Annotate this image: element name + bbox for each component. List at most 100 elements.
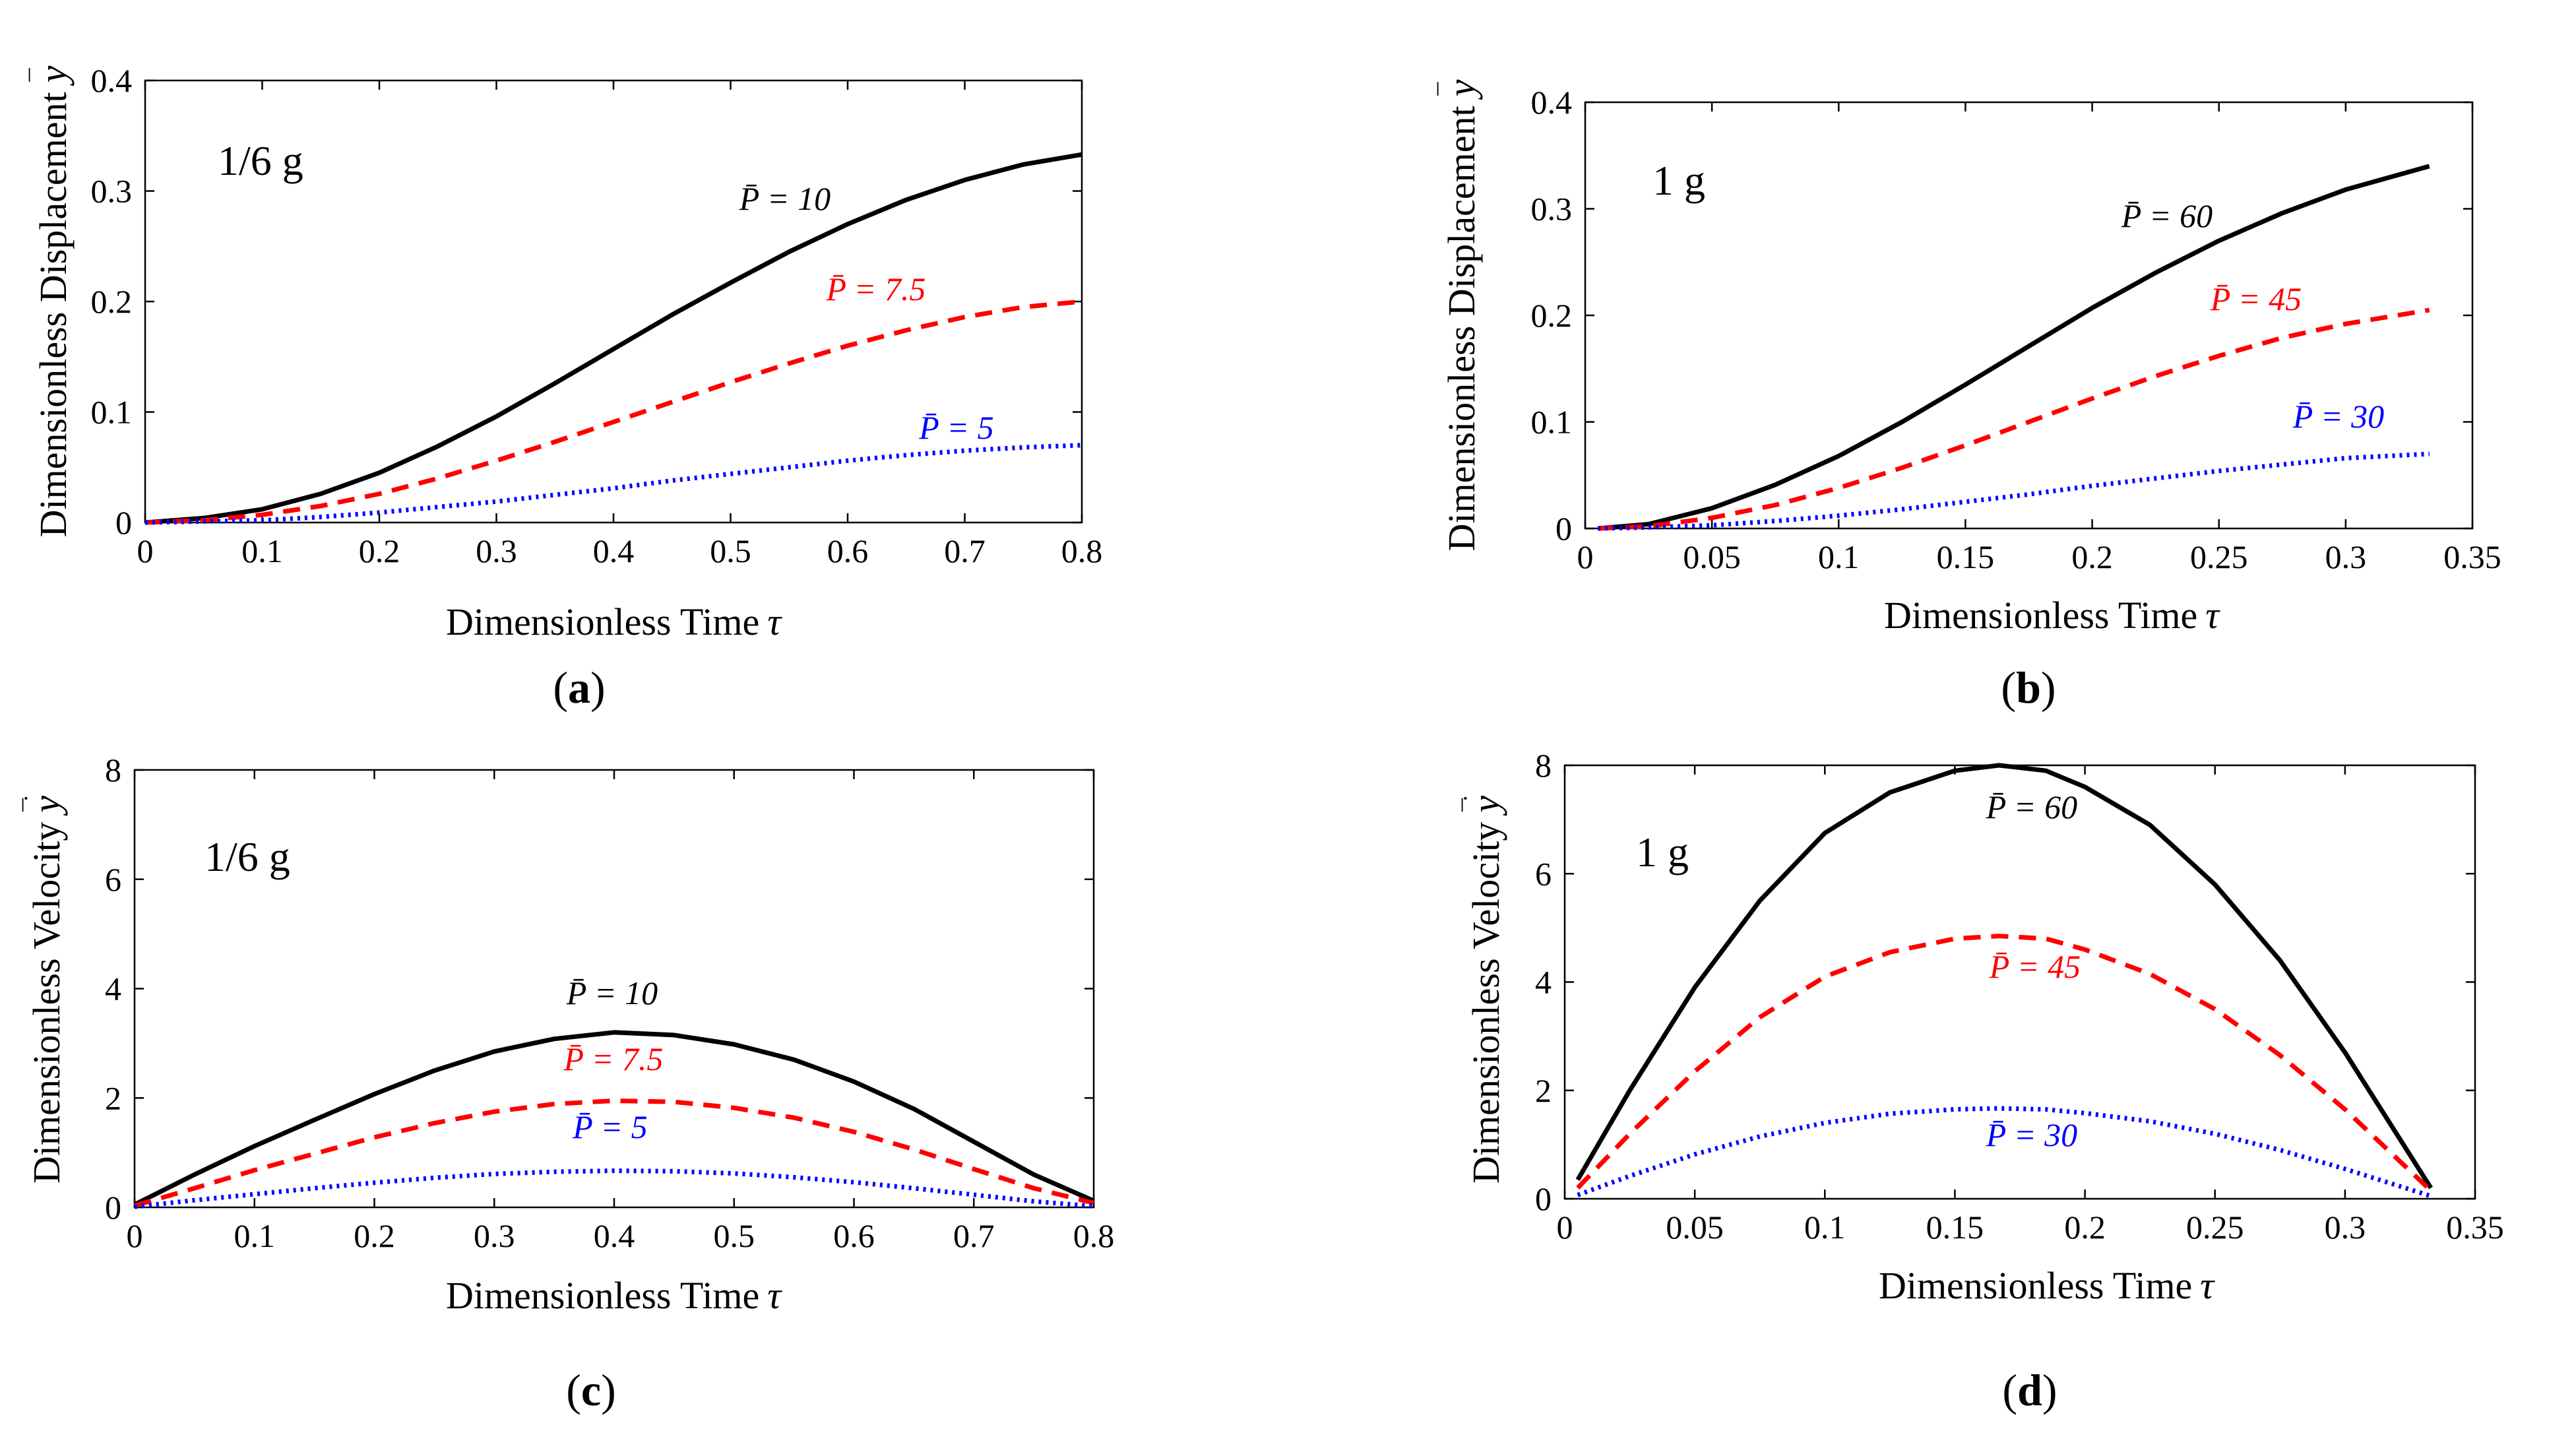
series-label: P̄ = 45 [2210,280,2302,317]
series-line-solid [1597,164,2430,531]
x-tick-label: 0.8 [1061,532,1103,569]
series-line-dotted [144,443,1083,525]
caption-open-paren: ( [553,662,568,713]
series-line-dashed [144,299,1083,525]
y-tick-label: 4 [1535,964,1552,1001]
caption-close-paren: ) [2041,662,2056,713]
y-axis-symbol: y [25,796,68,816]
series-label: P̄ = 60 [1986,788,2077,825]
series-line-solid [133,1030,1095,1207]
panel-caption: (a) [553,662,605,713]
panel-a: 0 0.1 0.2 0.3 0.4 0.5 0.6 0.7 0.8 0 0.1 0.2 0.3 0.4 P̄… [25,62,1102,713]
y-axis-accent: ¯ [1433,82,1463,96]
x-tick-label: 0.1 [1804,1209,1846,1246]
panel-b: 0 0.05 0.1 0.15 0.2 0.25 0.3 0.35 0 0.1 0.2 0.3 0.4 P… [1433,79,2501,713]
caption-letter: a [568,662,590,713]
y-axis-accent: ¯̇ [1458,796,1488,812]
series-label: P̄ = 7.5 [563,1040,664,1077]
y-tick-label: 0.3 [1531,191,1573,228]
y-tick-label: 8 [1535,747,1552,784]
x-axis-symbol: τ [2205,594,2220,637]
gravity-label: 1 g [1652,157,1705,204]
y-tick-label: 8 [105,751,121,788]
x-axis-label: Dimensionless Time τ [1884,594,2220,637]
y-tick-label: 0.2 [91,283,133,320]
x-tick-label: 0.6 [833,1217,875,1254]
y-tick-label: 0 [115,504,132,541]
y-axis-label: Dimensionless Displacement y¯ [1433,79,1483,551]
x-tick-label: 0.1 [234,1217,276,1254]
series-line-solid [144,152,1083,525]
caption-open-paren: ( [566,1365,581,1415]
y-axis-symbol: y [1464,796,1507,816]
caption-letter: c [581,1365,601,1415]
x-tick-label: 0.7 [944,532,986,569]
y-tick-label: 0 [1555,510,1572,547]
x-axis-label: Dimensionless Time τ [446,600,782,643]
y-axis-label: Dimensionless Displacement y¯ [25,65,75,537]
x-tick-label: 0.2 [354,1217,395,1254]
series-line-dotted [1577,1106,2432,1199]
y-axis-accent: ¯̇ [18,796,48,812]
x-axis-label: Dimensionless Time τ [1879,1264,2215,1307]
series-line-dashed [1576,934,2433,1193]
panel-caption: (d) [2002,1365,2057,1415]
y-axis-title: Dimensionless Displacement [1440,106,1483,551]
x-tick-label: 0.4 [594,1217,635,1254]
y-tick-label: 6 [1535,855,1552,892]
caption-close-paren: ) [2042,1365,2058,1415]
panel-d: 0 0.05 0.1 0.15 0.2 0.25 0.3 0.35 0 2 4 6 8 P̄ = 60 P̄… [1458,747,2504,1415]
caption-close-paren: ) [590,662,606,713]
x-tick-label: 0.15 [1937,538,1995,575]
x-tick-label: 0.2 [2064,1209,2106,1246]
y-axis-label: Dimensionless Velocity y¯̇ [18,796,68,1184]
y-tick-label: 0.2 [1531,297,1573,334]
series-line-dashed [134,1098,1094,1208]
caption-letter: b [2016,662,2041,713]
x-axis-title: Dimensionless Time [1879,1264,2192,1307]
gravity-label: 1 g [1636,829,1689,875]
panel-c: 0 0.1 0.2 0.3 0.4 0.5 0.6 0.7 0.8 0 2 4 6 8 P̄ = 10 P̄ … [18,751,1114,1415]
x-tick-label: 0.5 [714,1217,755,1254]
x-tick-label: 0.6 [827,532,869,569]
series-label: P̄ = 30 [2292,398,2384,435]
x-tick-label: 0.25 [2190,538,2248,575]
y-axis-label: Dimensionless Velocity y¯̇ [1458,796,1507,1184]
x-tick-label: 0.1 [1818,538,1860,575]
y-axis-title: Dimensionless Displacement [32,92,75,537]
x-axis-title: Dimensionless Time [446,600,759,643]
x-tick-label: 0.05 [1666,1209,1724,1246]
x-tick-label: 0.4 [593,532,635,569]
x-tick-label: 0.15 [1926,1209,1984,1246]
x-axis-symbol: τ [767,600,782,643]
gravity-label: 1/6 g [218,137,303,184]
gravity-label: 1/6 g [204,833,290,880]
y-tick-label: 2 [105,1079,121,1116]
series-label: P̄ = 10 [739,180,831,217]
series-line-dashed [1598,307,2430,531]
y-axis-accent: ¯ [25,68,55,82]
x-tick-label: 0 [137,532,154,569]
x-tick-label: 0.35 [2446,1209,2504,1246]
y-tick-label: 0.4 [1531,84,1573,121]
caption-open-paren: ( [2002,1365,2017,1415]
x-tick-label: 0.1 [241,532,283,569]
y-tick-label: 0.1 [91,394,133,431]
series-label: P̄ = 10 [566,974,658,1011]
x-tick-label: 0.3 [2325,1209,2366,1246]
series-label: P̄ = 30 [1986,1116,2077,1153]
x-axis-symbol: τ [767,1274,782,1317]
caption-letter: d [2017,1365,2042,1415]
series-line-solid [1575,763,2433,1190]
x-tick-label: 0.7 [953,1217,995,1254]
y-axis-symbol: y [32,65,75,86]
panel-caption: (b) [2001,662,2056,713]
x-tick-label: 0.35 [2443,538,2501,575]
x-tick-label: 0.8 [1073,1217,1115,1254]
x-tick-label: 0.2 [359,532,400,569]
caption-open-paren: ( [2001,662,2016,713]
x-tick-label: 0.25 [2186,1209,2244,1246]
series-label: P̄ = 5 [572,1108,647,1145]
panel-caption: (c) [566,1365,616,1415]
